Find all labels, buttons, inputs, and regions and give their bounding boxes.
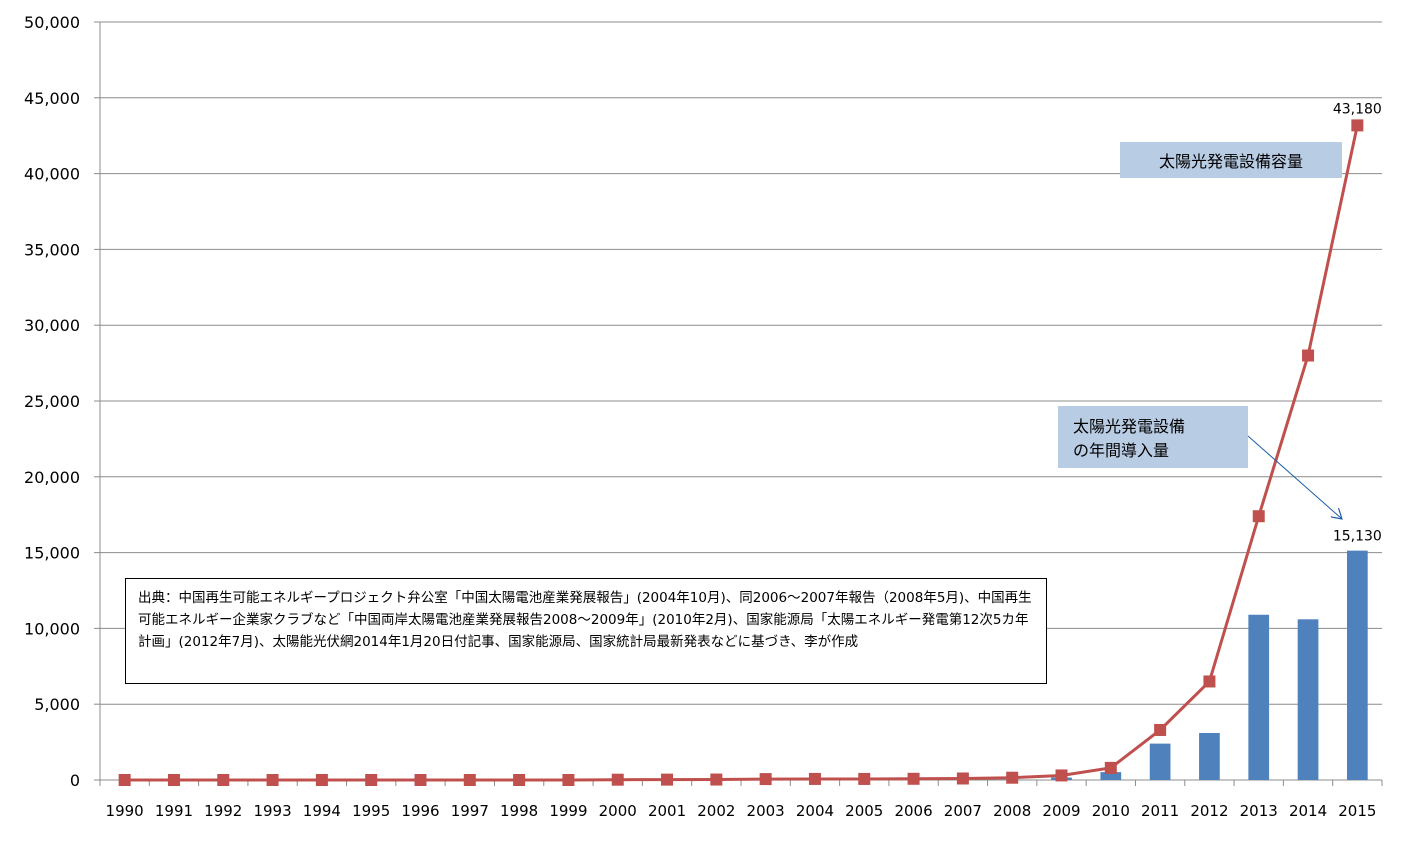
y-tick-label: 10,000	[24, 619, 80, 638]
x-tick-label: 1991	[155, 802, 193, 820]
x-tick-label: 2011	[1141, 802, 1179, 820]
y-tick-label: 35,000	[24, 240, 80, 259]
x-tick-label: 2013	[1240, 802, 1278, 820]
x-tick-label: 1998	[500, 802, 538, 820]
x-tick-label: 2007	[944, 802, 982, 820]
x-tick-label: 2008	[993, 802, 1031, 820]
callout-cumulative-label: 太陽光発電設備容量	[1159, 152, 1303, 171]
line-marker	[1302, 349, 1315, 362]
y-tick-label: 40,000	[24, 165, 80, 184]
callout-cumulative-box	[1120, 142, 1342, 178]
bar	[1149, 743, 1171, 780]
callout-annual-box	[1058, 406, 1248, 468]
line-marker	[907, 772, 920, 785]
callout-arrow	[1247, 435, 1342, 519]
line-marker	[661, 773, 674, 786]
x-tick-label: 2002	[697, 802, 735, 820]
line-marker	[858, 772, 871, 785]
x-tick-label: 2010	[1092, 802, 1130, 820]
source-note: 出典：中国再生可能エネルギープロジェクト弁公室「中国太陽電池産業発展報告」(20…	[125, 578, 1047, 684]
y-tick-label: 25,000	[24, 392, 80, 411]
y-tick-label: 45,000	[24, 89, 80, 108]
bar	[1199, 733, 1220, 780]
line-marker	[1203, 675, 1216, 688]
line-marker	[1154, 723, 1167, 736]
line-marker	[463, 774, 476, 786]
line-marker	[266, 774, 279, 786]
x-tick-label: 2015	[1338, 802, 1376, 820]
y-tick-label: 50,000	[24, 13, 80, 32]
x-tick-label: 1996	[401, 802, 439, 820]
line-marker	[956, 772, 969, 785]
line-marker	[1104, 761, 1117, 774]
bar	[1100, 772, 1122, 780]
line-marker	[808, 772, 821, 785]
line-marker	[1006, 771, 1019, 784]
x-tick-label: 2003	[747, 802, 785, 820]
x-tick-label: 1999	[549, 802, 587, 820]
x-tick-label: 1992	[204, 802, 242, 820]
line-marker	[1055, 769, 1068, 782]
x-tick-label: 1990	[106, 802, 144, 820]
x-tick-label: 2005	[845, 802, 883, 820]
line-marker	[759, 773, 772, 786]
bar	[1248, 614, 1270, 780]
callout-annual-label: 太陽光発電設備	[1073, 417, 1185, 436]
line-marker	[710, 773, 723, 786]
line-marker	[1252, 510, 1265, 523]
y-tick-label: 5,000	[34, 695, 80, 714]
x-tick-label: 1995	[352, 802, 390, 820]
data-labels: 43,180 15,130	[1333, 101, 1382, 544]
y-tick-label: 0	[70, 771, 80, 790]
x-tick-label: 2000	[599, 802, 637, 820]
line-marker	[315, 774, 328, 786]
x-tick-label: 2001	[648, 802, 686, 820]
line-marker	[414, 774, 427, 786]
line-marker	[167, 774, 180, 786]
line-marker	[611, 773, 624, 786]
callout-annual-label: の年間導入量	[1073, 441, 1169, 460]
x-tick-label: 2006	[894, 802, 932, 820]
line-marker	[217, 774, 230, 786]
x-axis: 1990 1991 1992 1993 1994 1995 1996 1997 1998 1999…	[99, 779, 1383, 820]
series-line	[124, 125, 1359, 782]
line-marker	[1351, 119, 1364, 132]
y-axis: 0 5,000 10,000 15,000 20,000 25,000 30,000 35,0…	[24, 13, 101, 790]
x-tick-label: 2014	[1289, 802, 1327, 820]
y-tick-label: 15,000	[24, 544, 80, 563]
bar-series	[1001, 550, 1368, 780]
x-tick-label: 2012	[1190, 802, 1228, 820]
line-series	[118, 119, 1364, 786]
line-marker	[365, 774, 378, 786]
y-tick-label: 30,000	[24, 316, 80, 335]
line-marker	[513, 774, 526, 786]
bar	[1297, 619, 1319, 780]
line-marker	[562, 774, 575, 786]
x-tick-label: 1994	[303, 802, 341, 820]
x-tick-label: 2004	[796, 802, 834, 820]
data-label: 15,130	[1333, 529, 1382, 545]
bar	[1346, 550, 1368, 780]
y-tick-label: 20,000	[24, 468, 80, 487]
x-tick-label: 1993	[253, 802, 291, 820]
x-tick-label: 1997	[451, 802, 489, 820]
x-tick-label: 2009	[1042, 802, 1080, 820]
line-marker	[118, 774, 131, 786]
data-label: 43,180	[1333, 101, 1382, 117]
